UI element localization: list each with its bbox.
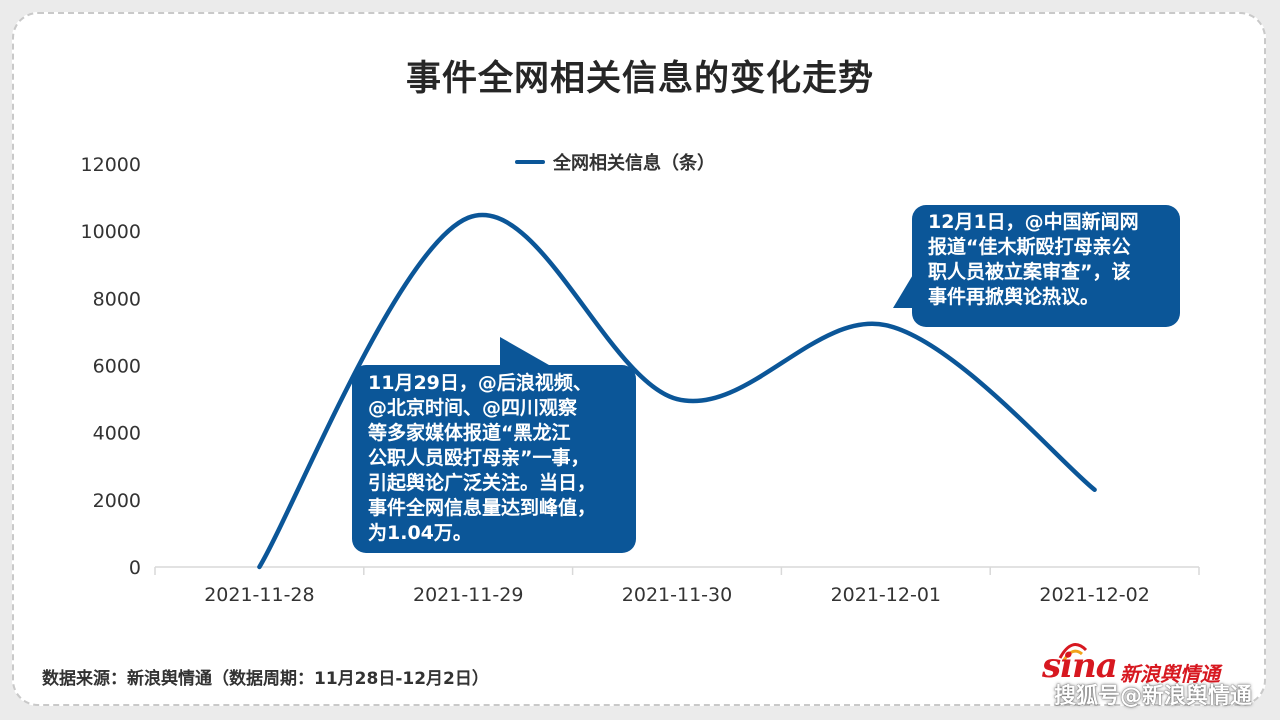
legend: 全网相关信息（条） <box>515 150 715 174</box>
annotation-line: 职人员被立案审查”，该 <box>928 261 1131 284</box>
annotation-line: 11月29日，@后浪视频、 <box>368 372 592 394</box>
y-axis: 0 2000 4000 6000 8000 10000 12000 <box>81 154 141 579</box>
y-tick-label: 8000 <box>93 288 141 310</box>
sina-eye-icon <box>1058 643 1088 661</box>
annotation-line: 报道“佳木斯殴打母亲公 <box>928 236 1131 259</box>
series-line <box>257 212 1097 570</box>
y-tick-label: 4000 <box>93 423 141 445</box>
annotation-line: @北京时间、@四川观察 <box>368 397 578 420</box>
legend-swatch <box>515 160 545 164</box>
y-tick-label: 6000 <box>93 356 141 378</box>
brand-name: 新浪舆情通 <box>1120 662 1220 686</box>
x-tick-label: 2021-11-28 <box>204 584 314 606</box>
x-tick-label: 2021-12-02 <box>1039 584 1149 606</box>
brand-logo: sina 新浪舆情通 <box>1040 636 1250 686</box>
data-source-note: 数据来源：新浪舆情通（数据周期：11月28日-12月2日） <box>42 669 489 689</box>
annotation-line: 12月1日，@中国新闻网 <box>928 211 1139 233</box>
x-tick-label: 2021-11-30 <box>622 584 732 606</box>
y-tick-label: 12000 <box>81 154 141 176</box>
annotation-line: 等多家媒体报道“黑龙江 <box>368 422 571 445</box>
annotation-line: 为1.04万。 <box>368 522 472 545</box>
annotation-line: 引起舆论广泛关注。当日， <box>368 472 597 495</box>
x-tick-label: 2021-12-01 <box>831 584 941 606</box>
series-group <box>257 212 1097 570</box>
chart-title: 事件全网相关信息的变化走势 <box>405 59 874 99</box>
annotation-line: 事件再掀舆论热议。 <box>928 286 1100 309</box>
x-tick-label: 2021-11-29 <box>413 584 523 606</box>
y-tick-label: 2000 <box>93 490 141 512</box>
y-tick-label: 10000 <box>81 221 141 243</box>
annotation-second-wave: 12月1日，@中国新闻网 报道“佳木斯殴打母亲公 职人员被立案审查”，该 事件再… <box>912 205 1180 327</box>
chart-card <box>12 12 1266 706</box>
x-axis: 2021-11-28 2021-11-29 2021-11-30 2021-12-01… <box>154 566 1200 606</box>
annotation-line: 事件全网信息量达到峰值， <box>368 497 597 520</box>
annotation-peak: 11月29日，@后浪视频、 @北京时间、@四川观察 等多家媒体报道“黑龙江 公职… <box>352 365 636 553</box>
brand-logo-text: sina <box>1042 646 1118 686</box>
legend-label: 全网相关信息（条） <box>553 153 715 174</box>
watermark: 搜狐号@新浪舆情通 <box>1053 684 1252 709</box>
y-tick-label: 0 <box>129 557 141 579</box>
annotation-line: 公职人员殴打母亲”一事， <box>368 447 590 470</box>
